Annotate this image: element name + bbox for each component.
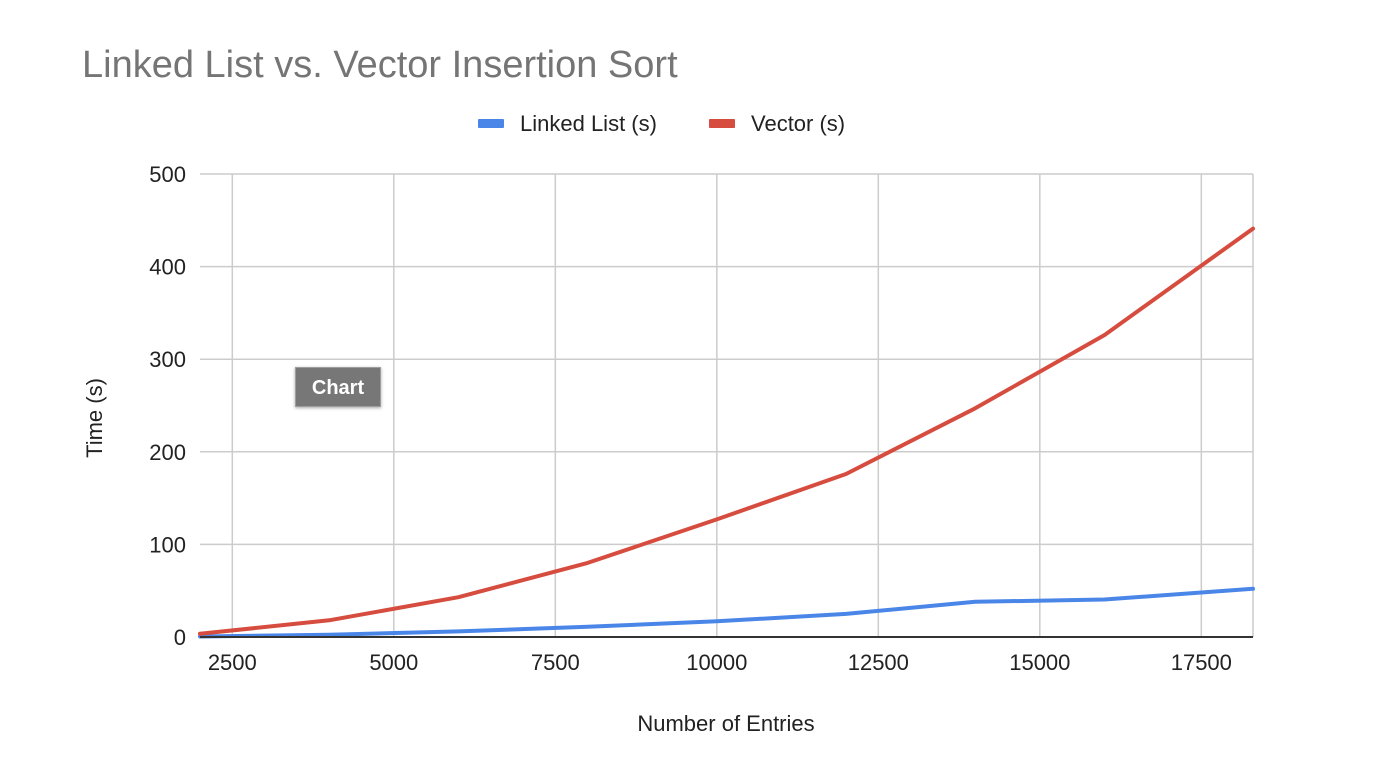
x-tick-label: 5000 [369, 650, 418, 675]
series-group [198, 226, 1255, 639]
x-tick-label: 15000 [1009, 650, 1070, 675]
legend-item: Vector (s) [709, 111, 845, 136]
legend-label: Linked List (s) [520, 111, 657, 136]
chart-tooltip: Chart [295, 367, 381, 407]
x-tick-label: 12500 [848, 650, 909, 675]
x-tick-label: 17500 [1171, 650, 1232, 675]
legend-swatch [478, 119, 504, 128]
chart-title: Linked List vs. Vector Insertion Sort [82, 44, 678, 86]
legend-label: Vector (s) [751, 111, 845, 136]
y-tick-label: 200 [149, 440, 186, 465]
x-axis-title: Number of Entries [637, 711, 814, 736]
y-tick-label: 300 [149, 347, 186, 372]
series-line-vector [198, 226, 1255, 636]
y-axis: 0 100 200 300 400 500 [149, 162, 186, 650]
series-line-linked-list [198, 586, 1255, 639]
y-tick-label: 400 [149, 255, 186, 280]
x-tick-label: 2500 [208, 650, 257, 675]
legend-swatch [709, 119, 735, 128]
grid [200, 173, 1254, 637]
legend: Linked List (s) Vector (s) [478, 111, 845, 136]
y-tick-label: 0 [174, 625, 186, 650]
x-axis: 2500 5000 7500 10000 12500 15000 17500 [208, 650, 1232, 675]
y-axis-title: Time (s) [82, 378, 107, 458]
y-tick-label: 100 [149, 532, 186, 557]
y-tick-label: 500 [149, 162, 186, 187]
legend-item: Linked List (s) [478, 111, 657, 136]
x-tick-label: 10000 [686, 650, 747, 675]
x-tick-label: 7500 [531, 650, 580, 675]
